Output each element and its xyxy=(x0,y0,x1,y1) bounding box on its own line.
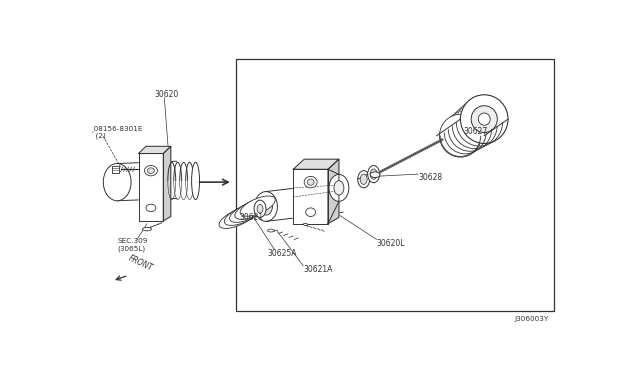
Ellipse shape xyxy=(230,202,265,222)
Polygon shape xyxy=(293,169,328,224)
Text: 30620: 30620 xyxy=(154,90,179,99)
Ellipse shape xyxy=(219,208,254,228)
Ellipse shape xyxy=(147,168,154,173)
Ellipse shape xyxy=(360,174,367,185)
Polygon shape xyxy=(138,146,171,154)
Ellipse shape xyxy=(370,169,377,179)
Ellipse shape xyxy=(227,203,262,224)
Ellipse shape xyxy=(440,114,481,157)
Ellipse shape xyxy=(225,205,259,225)
Text: 30620L: 30620L xyxy=(376,239,405,248)
Ellipse shape xyxy=(306,208,316,217)
Ellipse shape xyxy=(191,162,200,200)
Text: SEC.309
(3065L): SEC.309 (3065L) xyxy=(117,238,148,252)
Ellipse shape xyxy=(237,198,273,218)
Ellipse shape xyxy=(257,205,263,213)
Text: 30627: 30627 xyxy=(463,126,487,136)
Text: 30621A: 30621A xyxy=(303,265,333,274)
Polygon shape xyxy=(293,159,339,169)
Ellipse shape xyxy=(254,200,266,217)
Polygon shape xyxy=(138,154,163,221)
Bar xyxy=(236,59,554,311)
Ellipse shape xyxy=(367,166,380,183)
Ellipse shape xyxy=(145,166,157,176)
Ellipse shape xyxy=(334,181,344,195)
Ellipse shape xyxy=(240,196,275,216)
Ellipse shape xyxy=(358,171,370,188)
Ellipse shape xyxy=(232,201,268,221)
Ellipse shape xyxy=(255,192,277,221)
Text: FRONT: FRONT xyxy=(127,254,154,273)
Text: J306003Y: J306003Y xyxy=(514,316,548,322)
Polygon shape xyxy=(112,166,119,173)
Text: 30621: 30621 xyxy=(240,214,264,222)
Ellipse shape xyxy=(471,106,497,132)
Ellipse shape xyxy=(103,164,131,201)
Ellipse shape xyxy=(146,204,156,212)
Ellipse shape xyxy=(460,95,508,144)
Ellipse shape xyxy=(143,227,152,231)
Polygon shape xyxy=(163,146,171,221)
Ellipse shape xyxy=(304,176,317,188)
Ellipse shape xyxy=(260,198,273,215)
Ellipse shape xyxy=(221,206,257,227)
Ellipse shape xyxy=(268,229,275,232)
Text: ¸08156-8301E
  (2): ¸08156-8301E (2) xyxy=(91,125,143,139)
Ellipse shape xyxy=(370,172,380,177)
Text: 30625A: 30625A xyxy=(268,248,297,258)
Text: 30628: 30628 xyxy=(419,173,442,182)
Ellipse shape xyxy=(303,224,308,225)
Ellipse shape xyxy=(235,199,270,219)
Polygon shape xyxy=(328,159,339,224)
Ellipse shape xyxy=(329,174,349,201)
Ellipse shape xyxy=(307,179,314,185)
Ellipse shape xyxy=(478,113,490,125)
